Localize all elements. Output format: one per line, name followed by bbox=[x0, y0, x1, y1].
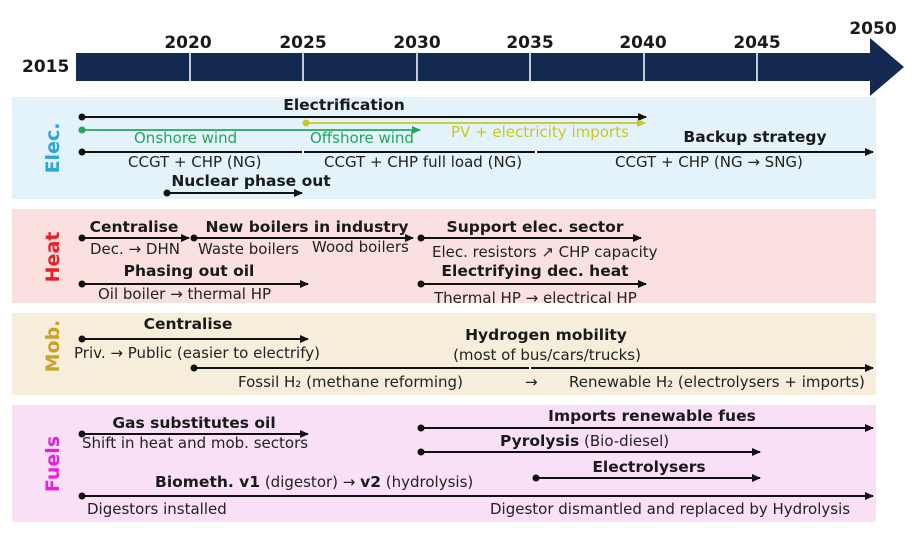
heat-group: Centralise Dec. → DHN New boilers in ind… bbox=[78, 218, 658, 307]
nuclear-label: Nuclear phase out bbox=[171, 172, 331, 190]
thermal-hp-label: Thermal HP → electrical HP bbox=[433, 289, 637, 307]
electrolysers-label: Electrolysers bbox=[592, 458, 705, 476]
mob-arrow-label: → bbox=[525, 373, 538, 391]
mob-group: Centralise Priv. → Public (easier to ele… bbox=[74, 315, 874, 391]
pyrolysis-label: Pyrolysis (Bio-diesel) bbox=[500, 432, 669, 450]
shift-label: Shift in heat and mob. sectors bbox=[82, 434, 308, 452]
band-label-heat: Heat bbox=[42, 232, 64, 283]
year-2020: 2020 bbox=[164, 33, 211, 53]
year-2035: 2035 bbox=[506, 33, 553, 53]
heat-centralise-label: Centralise bbox=[90, 218, 179, 236]
imports-label: Imports renewable fues bbox=[548, 407, 756, 425]
fossil-h2-label: Fossil H₂ (methane reforming) bbox=[238, 373, 463, 391]
elec-group: Electrification Onshore wind Offshore wi… bbox=[78, 96, 874, 197]
pv-label: PV + electricity imports bbox=[451, 123, 629, 141]
waste-label: Waste boilers bbox=[198, 240, 299, 258]
year-2040: 2040 bbox=[619, 33, 666, 53]
electrifying-label: Electrifying dec. heat bbox=[441, 262, 629, 280]
onshore-label: Onshore wind bbox=[134, 129, 237, 147]
wood-label: Wood boilers bbox=[312, 238, 409, 256]
ccgt-label-3: CCGT + CHP (NG → SNG) bbox=[615, 153, 803, 171]
ccgt-label-2: CCGT + CHP full load (NG) bbox=[324, 153, 522, 171]
year-2050: 2050 bbox=[849, 19, 896, 39]
dismantled-label: Digestor dismantled and replaced by Hydr… bbox=[490, 500, 850, 518]
year-2015: 2015 bbox=[22, 57, 69, 77]
band-elec bbox=[12, 97, 876, 199]
year-2025: 2025 bbox=[279, 33, 326, 53]
priv-public-label: Priv. → Public (easier to electrify) bbox=[74, 344, 320, 362]
oil-hp-label: Oil boiler → thermal HP bbox=[98, 285, 271, 303]
band-fuels bbox=[12, 405, 876, 522]
hydrogen-label: Hydrogen mobility bbox=[465, 326, 627, 344]
digestors-label: Digestors installed bbox=[87, 500, 227, 518]
ccgt-label-1: CCGT + CHP (NG) bbox=[128, 153, 261, 171]
gas-label: Gas substitutes oil bbox=[112, 414, 275, 432]
timeline-arrow bbox=[76, 38, 904, 96]
backup-label: Backup strategy bbox=[683, 128, 826, 146]
band-label-fuels: Fuels bbox=[42, 436, 64, 492]
renewable-h2-label: Renewable H₂ (electrolysers + imports) bbox=[569, 373, 865, 391]
band-label-mob: Mob. bbox=[42, 320, 64, 373]
electrification-label: Electrification bbox=[283, 96, 405, 114]
band-label-elec: Elec. bbox=[42, 123, 64, 174]
offshore-label: Offshore wind bbox=[310, 129, 414, 147]
year-2030: 2030 bbox=[393, 33, 440, 53]
dec-dhn-label: Dec. → DHN bbox=[90, 240, 180, 258]
mob-centralise-label: Centralise bbox=[144, 315, 233, 333]
resistors-label: Elec. resistors ↗ CHP capacity bbox=[432, 243, 658, 261]
new-boilers-label: New boilers in industry bbox=[206, 218, 409, 236]
most-label: (most of bus/cars/trucks) bbox=[453, 346, 641, 364]
biometh-label: Biometh. v1 (digestor) → v2 (hydrolysis) bbox=[155, 473, 473, 491]
band-mob bbox=[12, 313, 876, 395]
band-heat bbox=[12, 209, 876, 303]
fuels-group: Gas substitutes oil Shift in heat and mo… bbox=[78, 407, 874, 518]
phasing-label: Phasing out oil bbox=[124, 262, 255, 280]
support-label: Support elec. sector bbox=[447, 218, 624, 236]
year-2045: 2045 bbox=[733, 33, 780, 53]
